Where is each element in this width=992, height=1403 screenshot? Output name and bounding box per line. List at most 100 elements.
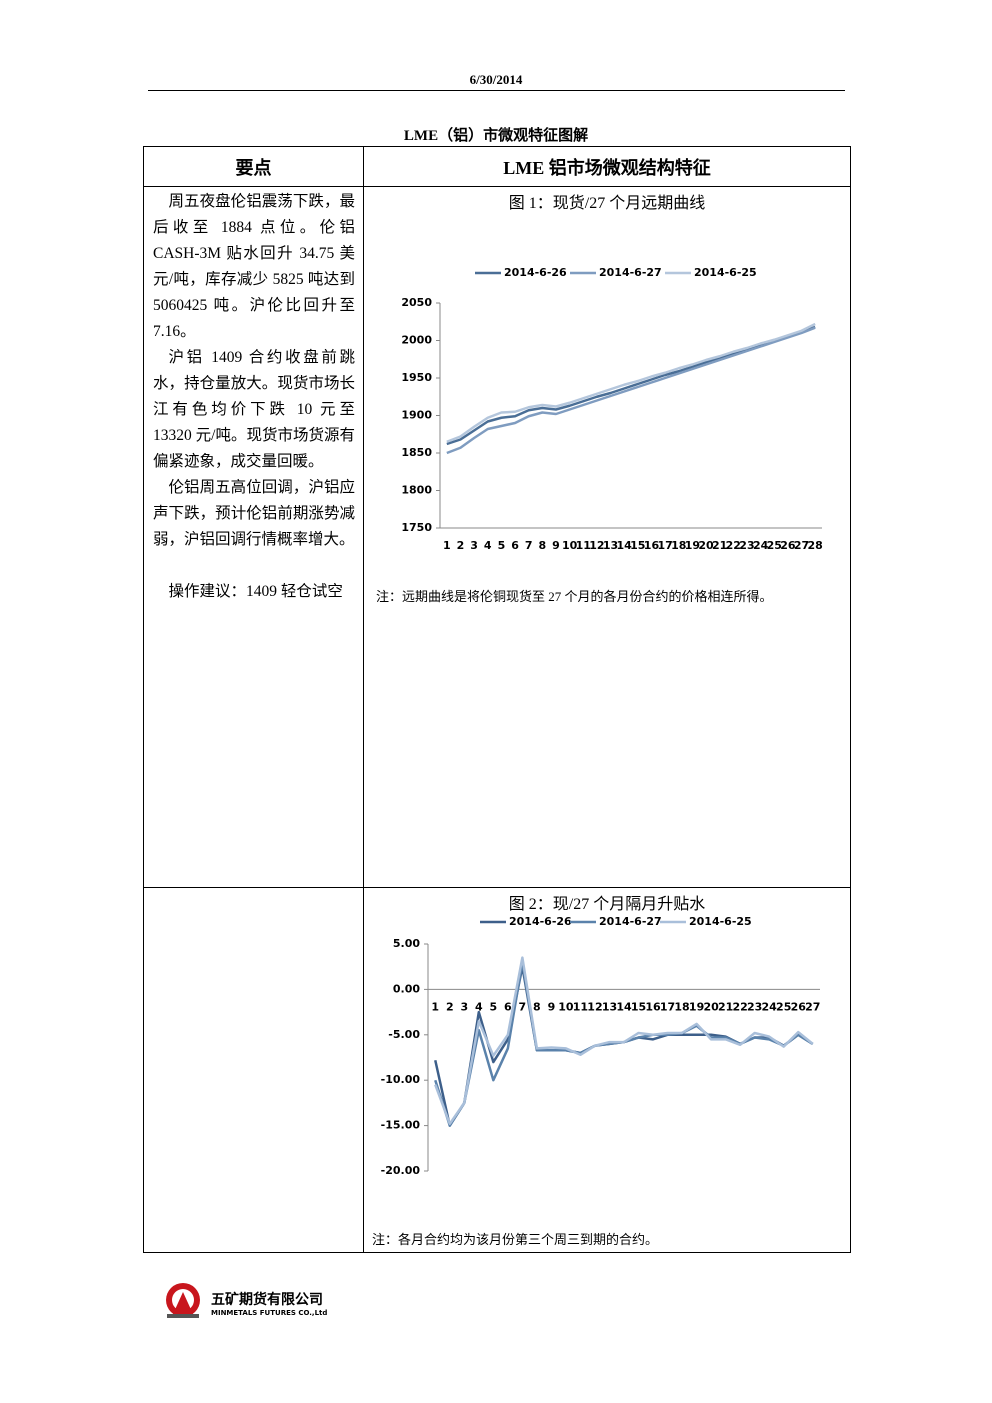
x-tick-label: 23 [739,539,754,552]
paragraph: 操作建议：1409 轻仓试空 [168,583,343,600]
x-tick-label: 17 [657,539,672,552]
y-tick-label: -15.00 [381,1119,421,1132]
x-tick-label: 13 [602,1000,617,1013]
x-tick-label: 4 [484,539,492,552]
x-tick-label: 22 [726,539,741,552]
x-tick-label: 13 [603,539,618,552]
x-tick-label: 1 [443,539,451,552]
series-line [434,960,814,1127]
y-tick-label: 2050 [401,296,432,309]
y-tick-label: -10.00 [381,1073,421,1086]
x-tick-label: 3 [460,1000,468,1013]
x-tick-label: 11 [576,539,591,552]
company-name: 五矿期货有限公司 [211,1291,323,1308]
x-tick-label: 11 [573,1000,588,1013]
chart-cell: 图 1：现货/27 个月远期曲线 2014-6-26 2014-6-27 2014-… [363,186,851,888]
legend-label: 2014-6-27 [599,266,662,279]
x-tick-label: 20 [698,539,714,552]
legend-label: 2014-6-26 [504,266,567,279]
header-rule [148,90,845,91]
x-tick-label: 9 [552,539,560,552]
company-name-en: MINMETALS FUTURES CO.,Ltd [211,1309,327,1317]
y-tick-label: 0.00 [393,982,420,995]
chart-title: 图 1：现货/27 个月远期曲线 [508,195,706,212]
table: 要点 LME 铝市场微观结构特征 周五夜盘伦铝震荡下跌，最后收至 1884 点位… [143,146,851,1253]
y-tick-label: 2000 [401,334,432,347]
legend-label: 2014-6-25 [694,266,757,279]
chart-note: 注：各月合约均为该月份第三个周三到期的合约。 [372,1232,659,1247]
x-tick-label: 22 [732,1000,747,1013]
y-tick-label: 1900 [401,409,432,422]
x-tick-label: 27 [794,539,809,552]
col-header: LME 铝市场微观结构特征 [363,146,851,187]
x-tick-label: 3 [470,539,478,552]
y-tick-label: -5.00 [388,1028,420,1041]
series-line [446,326,816,455]
x-tick-label: 6 [511,539,519,552]
series-line [446,322,816,443]
chart-note: 注：远期曲线是将伦铜现货至 27 个月的各月份合约的价格相连所得。 [376,589,773,604]
x-tick-label: 18 [674,1000,689,1013]
x-tick-label: 16 [645,1000,661,1013]
x-tick-label: 14 [616,1000,632,1013]
x-tick-label: 28 [808,539,823,552]
footer-logo: 五矿期货有限公司 MINMETALS FUTURES CO.,Ltd [165,1280,355,1327]
x-tick-label: 21 [718,1000,733,1013]
y-tick-label: 1950 [401,371,432,384]
x-tick-label: 7 [525,539,533,552]
x-tick-label: 10 [562,539,578,552]
x-tick-label: 8 [538,539,546,552]
x-tick-label: 1 [431,1000,439,1013]
y-tick-label: 5.00 [393,937,420,950]
x-tick-label: 16 [644,539,660,552]
paragraph: 周五夜盘伦铝震荡下跌，最后收至 1884 点位。伦铝 CASH-3M 贴水回升 … [153,193,355,340]
legend-label: 2014-6-27 [599,915,662,928]
x-tick-label: 21 [712,539,727,552]
empty-cell [143,887,364,1253]
x-tick-label: 25 [776,1000,791,1013]
header-date: 6/30/2014 [469,72,523,87]
legend-label: 2014-6-25 [689,915,752,928]
paragraph: 伦铝周五高位回调，沪铝应声下跌，预计伦铝前期涨势减弱，沪铝回调行情概率增大。 [153,479,355,548]
x-tick-label: 2 [457,539,465,552]
text-cell: 周五夜盘伦铝震荡下跌，最后收至 1884 点位。伦铝 CASH-3M 贴水回升 … [143,186,364,888]
x-tick-label: 6 [504,1000,512,1013]
x-tick-label: 15 [630,539,645,552]
x-tick-label: 27 [805,1000,820,1013]
y-tick-label: 1750 [401,521,432,534]
x-tick-label: 14 [617,539,633,552]
x-tick-label: 2 [446,1000,454,1013]
y-tick-label: 1850 [401,446,432,459]
x-tick-label: 9 [548,1000,556,1013]
chart: 2014-6-26 2014-6-27 2014-6-25 1750 1800 1850 1… [401,266,823,552]
x-tick-label: 24 [762,1000,778,1013]
chart-title: 图 2：现/27 个月隔月升贴水 [508,896,706,913]
x-tick-label: 20 [703,1000,719,1013]
logo: 五矿期货有限公司 MINMETALS FUTURES CO.,Ltd [166,1283,327,1318]
series-line [434,956,814,1126]
x-tick-label: 7 [519,1000,527,1013]
legend-label: 2014-6-26 [509,915,572,928]
x-tick-label: 23 [747,1000,762,1013]
y-tick-label: -20.00 [381,1164,421,1177]
series-line [434,965,814,1127]
x-tick-label: 12 [587,1000,602,1013]
col-header: 要点 [143,146,364,187]
x-tick-label: 12 [589,539,604,552]
y-tick-label: 1800 [401,484,432,497]
paragraph: 沪铝 1409 合约收盘前跳水，持仓量放大。现货市场长江有色均价下跌 10 元至… [153,349,355,470]
x-tick-label: 4 [475,1000,483,1013]
x-tick-label: 19 [685,539,700,552]
x-tick-label: 8 [533,1000,541,1013]
x-tick-label: 26 [791,1000,807,1013]
x-tick-label: 5 [498,539,506,552]
x-tick-label: 26 [780,539,796,552]
x-tick-label: 25 [767,539,782,552]
x-tick-label: 24 [753,539,769,552]
chart-cell: 图 2：现/27 个月隔月升贴水 2014-6-26 2014-6-27 2014-… [363,887,851,1253]
doc-title: LME（铝）市微观特征图解 [403,128,589,144]
x-tick-label: 15 [631,1000,646,1013]
chart: 2014-6-26 2014-6-27 2014-6-25 -20.00 -15.00 -… [381,915,821,1177]
x-tick-label: 10 [558,1000,574,1013]
